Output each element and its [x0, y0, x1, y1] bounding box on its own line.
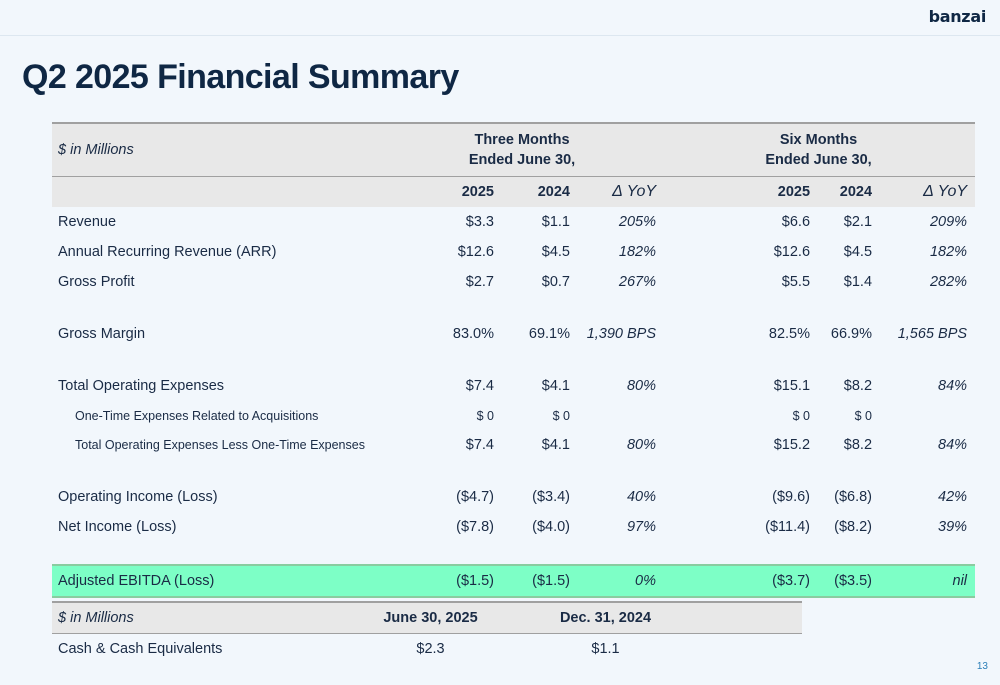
units-label: $ in Millions	[52, 122, 382, 177]
row-spacer	[52, 460, 975, 482]
table-row: Gross Profit $2.7 $0.7 267% $5.5 $1.4 28…	[58, 274, 968, 290]
table-row: Gross Margin 83.0% 69.1% 1,390 BPS 82.5%…	[58, 326, 968, 342]
financial-summary-table: $ in Millions Three Months Ended June 30…	[52, 122, 976, 598]
table-row: Annual Recurring Revenue (ARR) $12.6 $4.…	[58, 244, 968, 260]
col-yoy-6m: Δ YoY	[878, 176, 976, 207]
page-title: Q2 2025 Financial Summary	[22, 58, 459, 96]
table-row: Cash & Cash Equivalents $2.3 $1.1	[58, 641, 620, 657]
header-divider	[0, 35, 1000, 36]
table-group-header: $ in Millions Three Months Ended June 30…	[52, 122, 976, 177]
banzai-logo: banzai	[928, 7, 987, 26]
table-row: Total Operating Expenses Less One-Time E…	[75, 437, 968, 453]
cash-table: $ in Millions June 30, 2025 Dec. 31, 202…	[52, 601, 802, 664]
col-2025-6m: 2025	[662, 176, 815, 207]
adjusted-ebitda-row: Adjusted EBITDA (Loss) ($1.5) ($1.5) 0% …	[52, 564, 976, 598]
col-yoy-3m: Δ YoY	[576, 176, 663, 207]
six-months-header: Six Months Ended June 30,	[662, 122, 976, 177]
row-spacer	[52, 297, 975, 319]
col-dec-2024: Dec. 31, 2024	[509, 601, 702, 634]
col-2024-3m: 2024	[498, 176, 576, 207]
table-column-header: 2025 2024 Δ YoY 2025 2024 Δ YoY	[52, 176, 976, 207]
page-number: 13	[976, 661, 988, 672]
row-spacer	[52, 349, 975, 371]
cash-units-label: $ in Millions	[52, 601, 352, 634]
table-row: Net Income (Loss) ($7.8) ($4.0) 97% ($11…	[58, 519, 968, 535]
row-spacer	[52, 542, 975, 565]
table-row: Operating Income (Loss) ($4.7) ($3.4) 40…	[58, 489, 968, 505]
col-2024-6m: 2024	[814, 176, 879, 207]
table-row: Revenue $3.3 $1.1 205% $6.6 $2.1 209%	[58, 214, 968, 230]
col-june-2025: June 30, 2025	[352, 601, 509, 634]
cash-table-header: $ in Millions June 30, 2025 Dec. 31, 202…	[52, 601, 802, 634]
col-2025-3m: 2025	[382, 176, 498, 207]
table-row: One-Time Expenses Related to Acquisition…	[75, 408, 873, 423]
three-months-header: Three Months Ended June 30,	[382, 122, 663, 177]
table-row: Total Operating Expenses $7.4 $4.1 80% $…	[58, 378, 968, 394]
